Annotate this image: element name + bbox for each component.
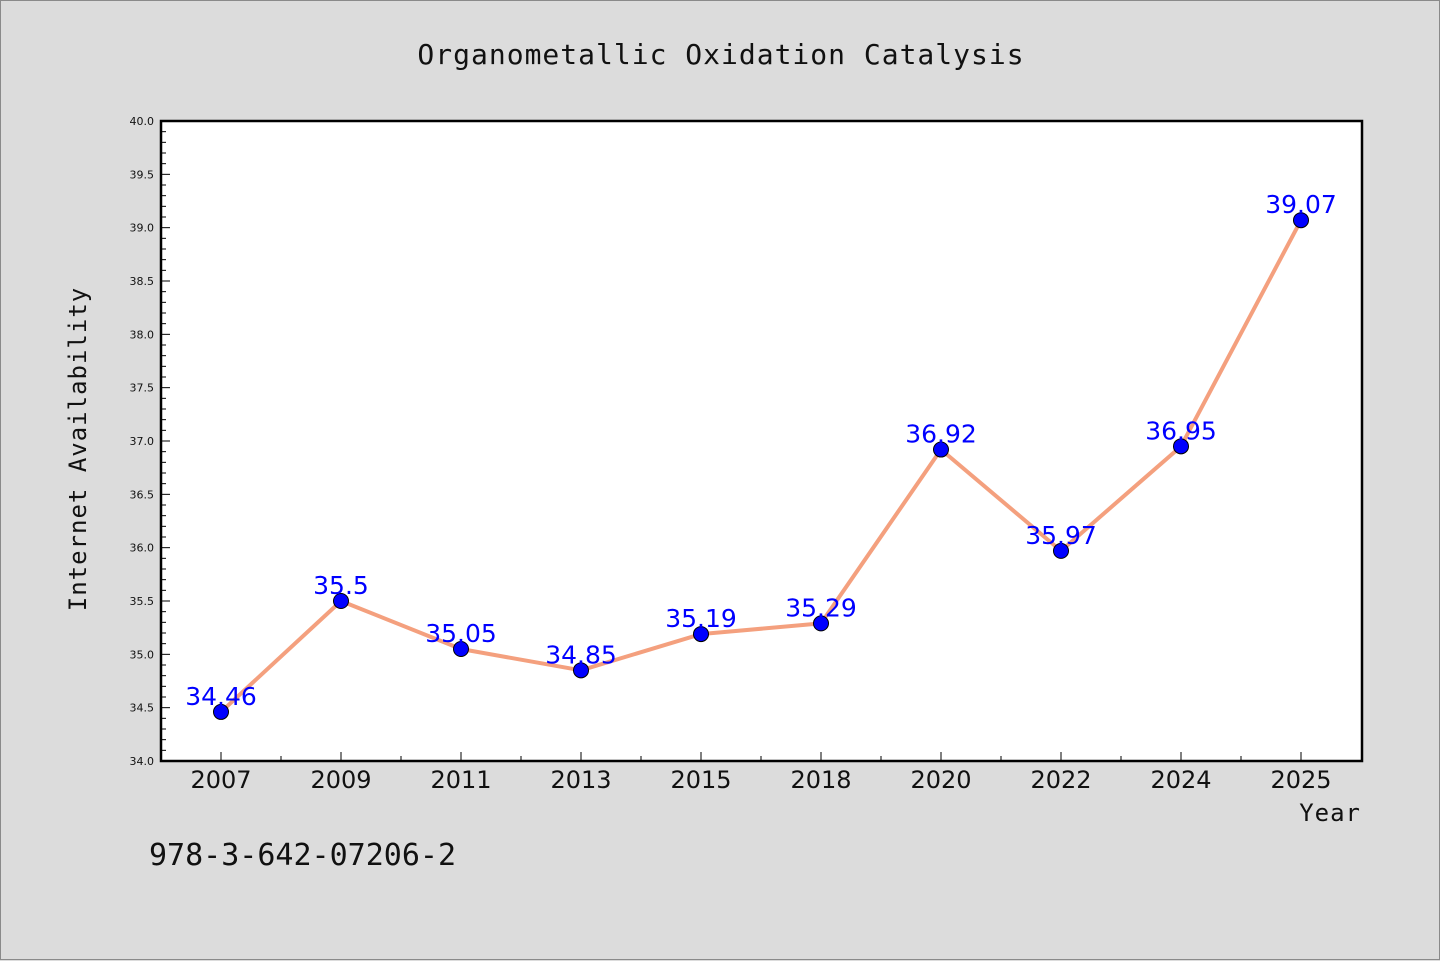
series-line-group bbox=[219, 218, 1303, 714]
y-axis-ticks: 34.0 34.5 35.0 35.5 36.0 36.5 37.0 37.5 38.0 38.5… bbox=[130, 115, 170, 768]
data-point-marker bbox=[1053, 542, 1069, 559]
chart-title: Organometallic Oxidation Catalysis bbox=[417, 38, 1024, 71]
data-point-marker bbox=[1293, 212, 1309, 229]
data-label: 35.97 bbox=[1025, 521, 1097, 550]
series-line bbox=[219, 218, 1303, 714]
x-axis-title: Year bbox=[1299, 799, 1361, 827]
x-axis-ticks: 2007 2009 2011 2013 2015 2018 2020 2022 2024 2025 bbox=[190, 752, 1332, 794]
x-tick-label: 2011 bbox=[430, 766, 491, 794]
y-tick-label: 38.5 bbox=[130, 275, 155, 288]
y-tick-label: 35.5 bbox=[130, 595, 155, 608]
y-tick-label: 37.5 bbox=[130, 382, 155, 395]
data-point-marker bbox=[933, 441, 949, 458]
data-label: 36.92 bbox=[905, 420, 977, 449]
y-tick-label: 39.0 bbox=[130, 222, 155, 235]
data-label: 34.46 bbox=[185, 682, 257, 711]
data-label: 36.95 bbox=[1145, 416, 1217, 445]
x-tick-label: 2013 bbox=[550, 766, 611, 794]
data-point-marker bbox=[1173, 438, 1189, 455]
data-point-marker bbox=[453, 641, 469, 657]
x-tick-label: 2024 bbox=[1150, 766, 1211, 794]
y-axis-title: Internet Availability bbox=[64, 287, 92, 611]
y-tick-label: 39.5 bbox=[130, 168, 155, 181]
x-tick-label: 2007 bbox=[190, 766, 251, 794]
marker-group bbox=[213, 212, 1309, 720]
data-point-marker bbox=[813, 615, 829, 632]
data-point-marker bbox=[213, 703, 229, 720]
y-tick-label: 36.5 bbox=[130, 488, 155, 501]
x-tick-label: 2022 bbox=[1030, 766, 1091, 794]
y-tick-label: 40.0 bbox=[130, 115, 155, 128]
data-label: 35.05 bbox=[425, 619, 497, 648]
data-label: 35.5 bbox=[313, 571, 369, 600]
y-tick-label: 36.0 bbox=[130, 542, 155, 555]
x-tick-label: 2015 bbox=[670, 766, 731, 794]
data-point-marker bbox=[333, 593, 349, 609]
x-tick-label: 2025 bbox=[1270, 766, 1331, 794]
x-tick-label: 2018 bbox=[790, 766, 851, 794]
y-tick-label: 34.0 bbox=[130, 755, 155, 768]
data-point-marker bbox=[693, 626, 709, 643]
x-tick-label: 2020 bbox=[910, 766, 971, 794]
data-label: 34.85 bbox=[545, 640, 617, 669]
footer-code: 978-3-642-07206-2 bbox=[149, 838, 456, 873]
y-tick-label: 38.0 bbox=[130, 328, 155, 341]
data-label-group: 34.46 35.5 35.05 34.85 35.19 35.29 36.92 35.97 3… bbox=[185, 190, 1337, 711]
plot-area bbox=[159, 119, 1364, 763]
y-tick-label: 37.0 bbox=[130, 435, 155, 448]
y-tick-label: 35.0 bbox=[130, 648, 155, 661]
data-label: 39.07 bbox=[1265, 190, 1337, 219]
y-tick-label: 34.5 bbox=[130, 702, 155, 715]
data-label: 35.29 bbox=[785, 593, 857, 622]
data-label: 35.19 bbox=[665, 604, 737, 633]
x-tick-label: 2009 bbox=[310, 766, 371, 794]
data-point-marker bbox=[573, 662, 589, 679]
